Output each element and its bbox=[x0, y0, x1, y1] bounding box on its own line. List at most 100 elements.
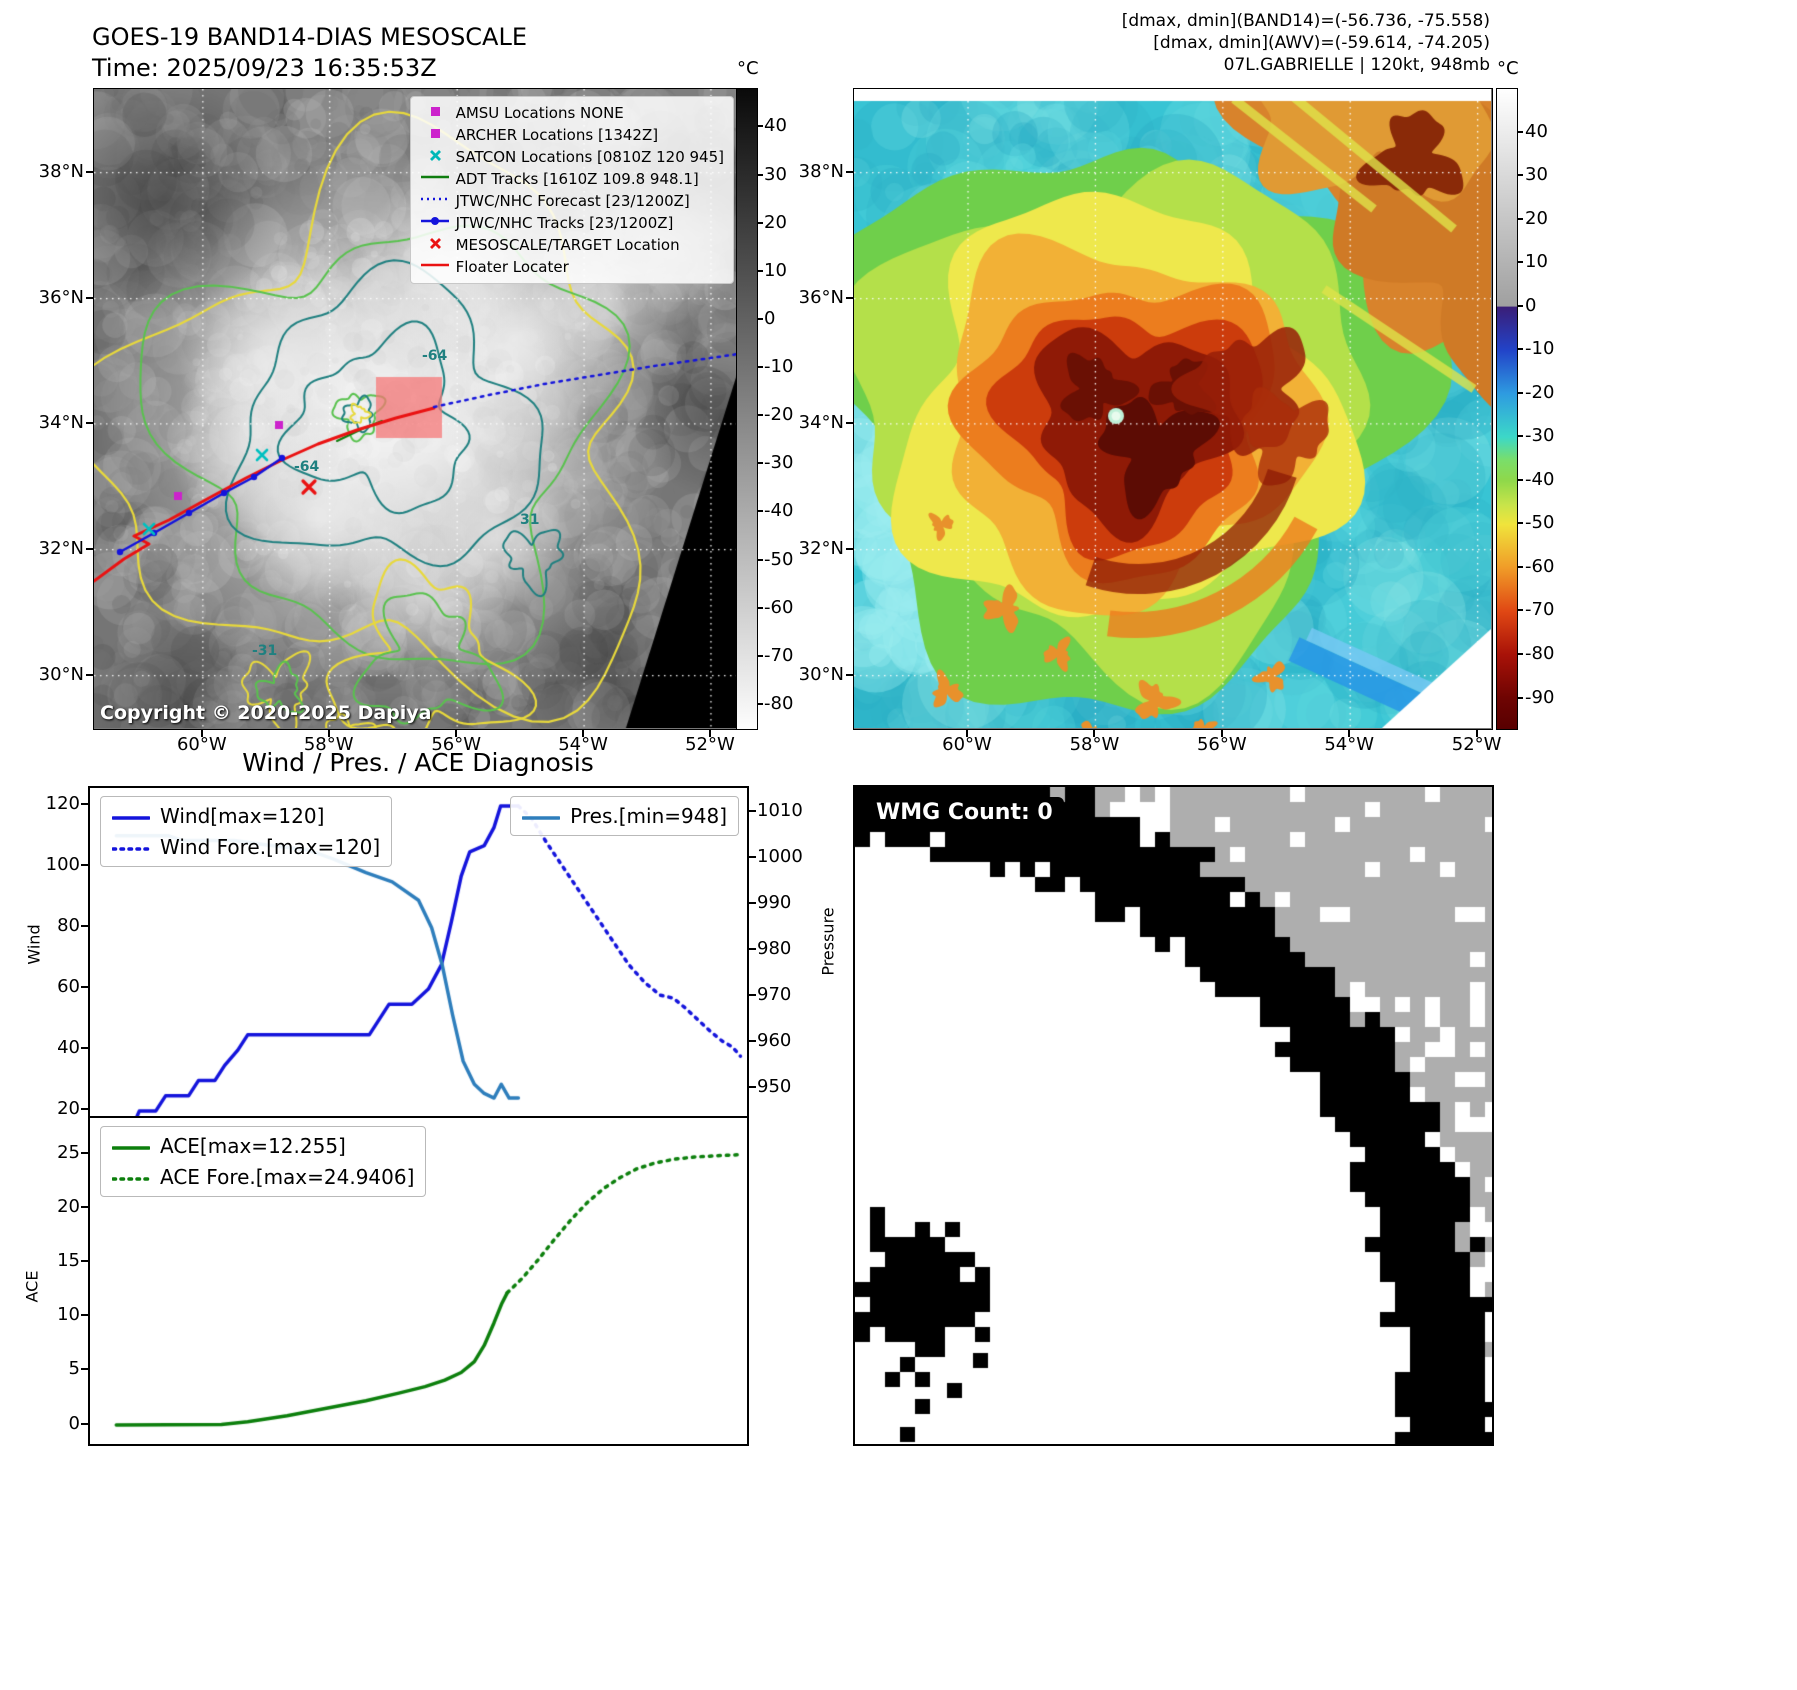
lon-tick-label: 60°W bbox=[942, 734, 992, 755]
pressure-axis-label: Pressure bbox=[818, 907, 838, 976]
legend-label: Wind Fore.[max=120] bbox=[160, 835, 381, 859]
pressure-ytick-label: 970 bbox=[757, 983, 792, 1005]
awv-color-satellite-image bbox=[854, 89, 1491, 728]
tick-mark bbox=[81, 1260, 88, 1263]
tick-mark bbox=[81, 1368, 88, 1371]
lon-tick-label: 56°W bbox=[1196, 734, 1247, 755]
x-marker-icon bbox=[420, 235, 450, 255]
legend-label: MESOSCALE/TARGET Location bbox=[455, 236, 680, 254]
x-marker-icon bbox=[420, 147, 450, 167]
copyright-watermark: Copyright © 2020-2025 Dapiya bbox=[100, 702, 432, 724]
legend-label: Floater Locater bbox=[455, 258, 569, 276]
lat-tick-label: 30°N bbox=[798, 663, 844, 685]
tick-mark bbox=[749, 901, 756, 904]
tick-mark bbox=[1518, 174, 1523, 177]
goes-ir-map-panel: -64 -64 31 -31 AMSU Locations NONE ARCHER Lo… bbox=[93, 88, 740, 730]
wind-ytick-label: 40 bbox=[57, 1037, 80, 1059]
legend-label: Wind[max=120] bbox=[160, 804, 325, 828]
legend-item: JTWC/NHC Forecast [23/1200Z] bbox=[420, 191, 724, 211]
legend-item: Pres.[min=948] bbox=[521, 804, 727, 828]
tick-mark bbox=[1220, 730, 1223, 737]
tick-mark bbox=[758, 125, 763, 128]
solid-line-icon bbox=[111, 1134, 151, 1158]
goes-title-line2: Time: 2025/09/23 16:35:53Z bbox=[92, 54, 437, 82]
wind-ytick-label: 60 bbox=[57, 976, 80, 998]
colorbar-tick-label: -30 bbox=[764, 452, 794, 474]
legend-item: Wind[max=120] bbox=[111, 804, 380, 828]
tick-mark bbox=[846, 547, 853, 550]
tick-mark bbox=[81, 1047, 88, 1050]
lat-tick-label: 32°N bbox=[38, 537, 84, 559]
wind-ytick-label: 120 bbox=[45, 793, 80, 814]
colorbar-tick-label: -40 bbox=[764, 500, 794, 522]
tick-mark bbox=[81, 1314, 88, 1317]
tick-mark bbox=[81, 803, 88, 805]
ace-ytick-label: 0 bbox=[68, 1412, 80, 1434]
lat-tick-label: 36°N bbox=[38, 286, 84, 308]
tick-mark bbox=[749, 1039, 756, 1042]
ace-ytick-label: 25 bbox=[57, 1141, 80, 1163]
awv-header-line2: [dmax, dmin](AWV)=(-59.614, -74.205) bbox=[1153, 33, 1490, 53]
solid-line-icon bbox=[521, 804, 561, 828]
awv-colorbar bbox=[1496, 88, 1518, 730]
tick-mark bbox=[1518, 217, 1523, 220]
tick-mark bbox=[1475, 730, 1478, 737]
dotted-line-icon bbox=[111, 1165, 151, 1189]
tick-mark bbox=[81, 925, 88, 928]
tick-mark bbox=[86, 673, 93, 676]
tick-mark bbox=[81, 1151, 88, 1154]
line-dot-marker-icon bbox=[420, 213, 450, 233]
colorbar-tick-label: -80 bbox=[1525, 642, 1555, 664]
wmg-mask-image bbox=[855, 787, 1492, 1444]
colorbar-tick-label: -90 bbox=[1525, 686, 1555, 708]
awv-header: [dmax, dmin](BAND14)=(-56.736, -75.558) … bbox=[1000, 10, 1490, 76]
tick-mark bbox=[1518, 304, 1523, 307]
colorbar-tick-label: -30 bbox=[1525, 425, 1555, 447]
tick-mark bbox=[1518, 391, 1523, 394]
tick-mark bbox=[86, 547, 93, 550]
colorbar-tick-label: -60 bbox=[1525, 555, 1555, 577]
tick-mark bbox=[1093, 730, 1096, 737]
pressure-ytick-label: 990 bbox=[757, 891, 792, 913]
tick-mark bbox=[749, 855, 756, 858]
tick-mark bbox=[749, 809, 756, 812]
square-marker-icon bbox=[420, 125, 450, 145]
legend-item: ARCHER Locations [1342Z] bbox=[420, 125, 724, 145]
legend-item: AMSU Locations NONE bbox=[420, 103, 724, 123]
colorbar-tick-label: 0 bbox=[764, 307, 776, 329]
tick-mark bbox=[81, 1108, 88, 1111]
legend-item: JTWC/NHC Tracks [23/1200Z] bbox=[420, 213, 724, 233]
lon-tick-label: 52°W bbox=[685, 734, 735, 755]
tick-mark bbox=[81, 864, 88, 867]
legend-label: Pres.[min=948] bbox=[570, 804, 727, 828]
colorbar-tick-label: 40 bbox=[764, 115, 787, 137]
colorbar-tick-label: 20 bbox=[764, 211, 787, 233]
legend-item: ACE[max=12.255] bbox=[111, 1134, 414, 1158]
colorbar-tick-label: 40 bbox=[1525, 120, 1548, 142]
ace-ytick-label: 10 bbox=[57, 1304, 80, 1326]
legend-item: Wind Fore.[max=120] bbox=[111, 835, 381, 859]
lat-tick-label: 34°N bbox=[38, 411, 84, 433]
pressure-ytick-label: 950 bbox=[757, 1075, 792, 1097]
ace-ytick-label: 5 bbox=[68, 1358, 80, 1380]
legend-item: Floater Locater bbox=[420, 257, 724, 277]
solid-line-icon bbox=[111, 804, 151, 828]
tick-mark bbox=[758, 654, 763, 657]
colorbar-tick-label: -20 bbox=[764, 404, 794, 426]
ace-legend: ACE[max=12.255] ACE Fore.[max=24.9406] bbox=[100, 1126, 427, 1197]
awv-header-line1: [dmax, dmin](BAND14)=(-56.736, -75.558) bbox=[1121, 11, 1490, 31]
square-marker-icon bbox=[420, 103, 450, 123]
tick-mark bbox=[1518, 609, 1523, 612]
tick-mark bbox=[758, 510, 763, 513]
colorbar-tick-label: -60 bbox=[764, 596, 794, 618]
colorbar-tick-label: 0 bbox=[1525, 294, 1537, 316]
ace-ytick-label: 20 bbox=[57, 1195, 80, 1217]
goes-map-legend: AMSU Locations NONE ARCHER Locations [134… bbox=[409, 96, 734, 284]
tick-mark bbox=[81, 1422, 88, 1425]
tick-mark bbox=[1518, 348, 1523, 351]
lat-tick-label: 30°N bbox=[38, 663, 84, 685]
legend-item: ADT Tracks [1610Z 109.8 948.1] bbox=[420, 169, 724, 189]
line-marker-icon bbox=[420, 257, 450, 277]
tick-mark bbox=[81, 986, 88, 989]
lon-tick-label: 56°W bbox=[431, 734, 482, 755]
